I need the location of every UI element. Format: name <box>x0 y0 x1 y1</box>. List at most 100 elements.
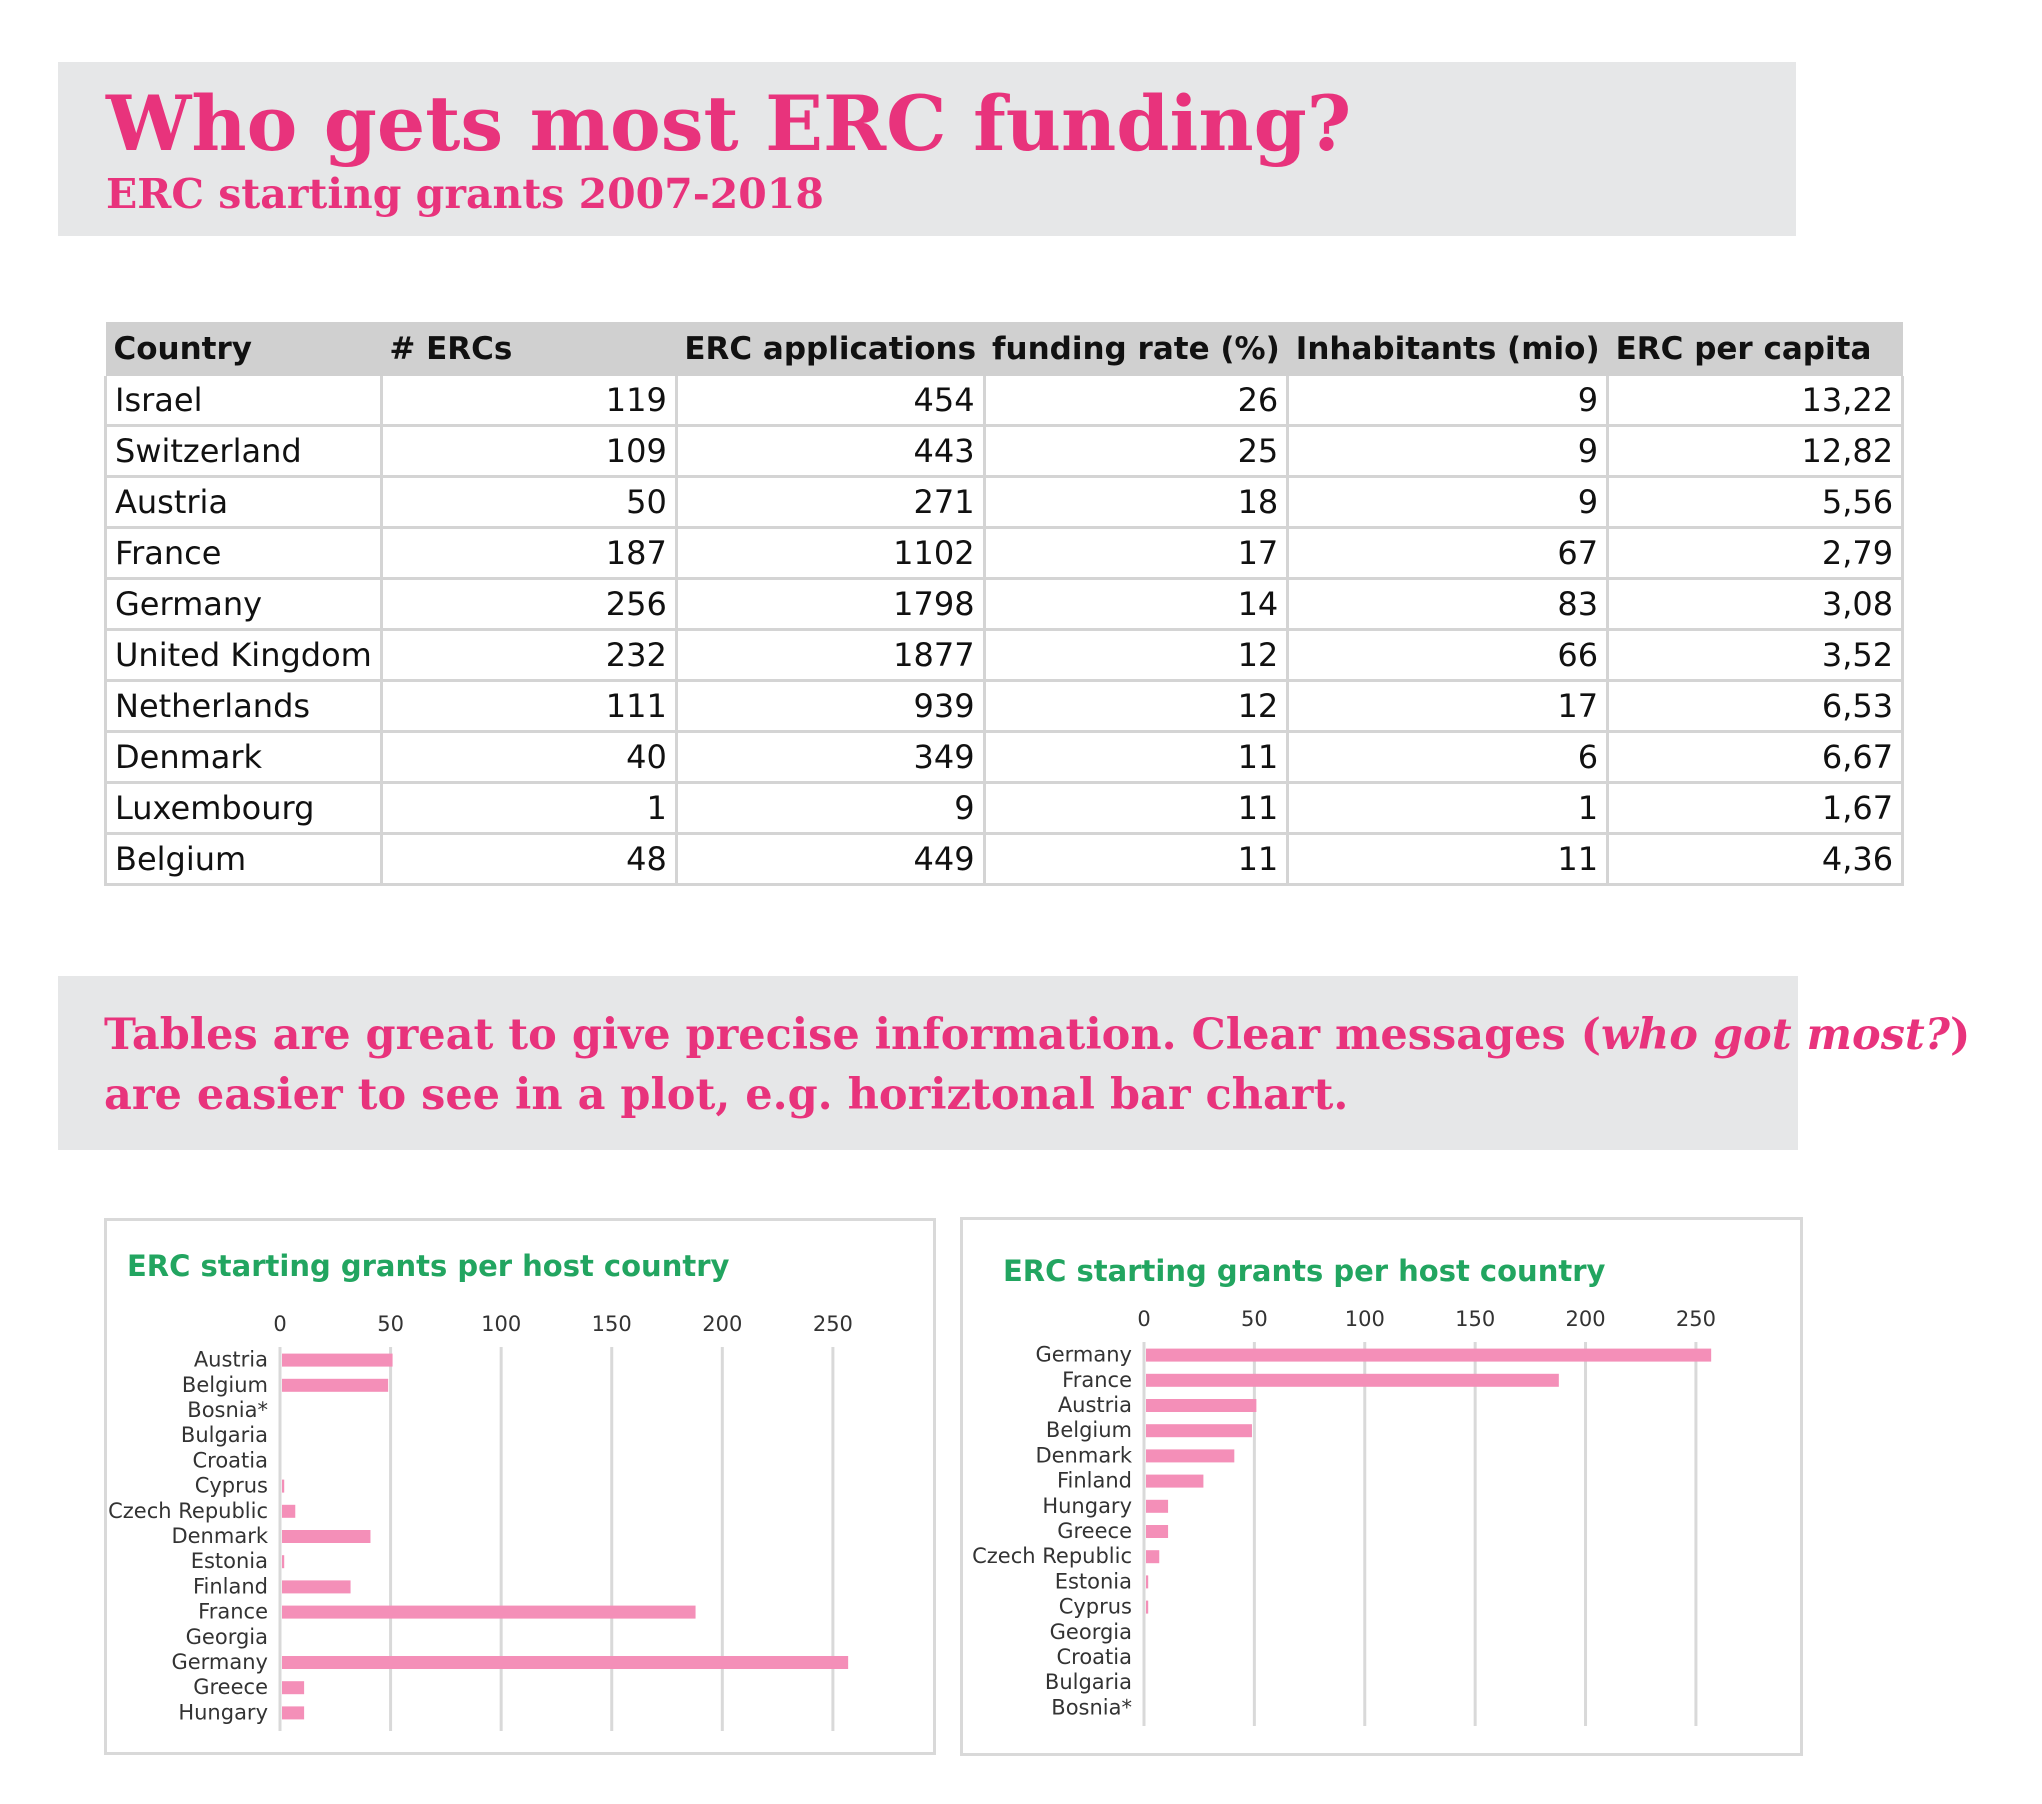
category-label: Finland <box>1057 1469 1132 1493</box>
value-cell: 6,67 <box>1607 731 1905 784</box>
category-label: Croatia <box>193 1448 269 1472</box>
page-subtitle: ERC starting grants 2007-2018 <box>106 170 824 218</box>
value-cell: 9 <box>676 782 986 835</box>
table-row: Denmark 40 349 11 6 6,67 <box>104 731 1905 784</box>
bar <box>1146 1449 1235 1463</box>
chart-sorted: ERC starting grants per host country 0 50… <box>960 1217 1803 1756</box>
bar <box>282 1378 389 1392</box>
category-label: Hungary <box>178 1700 268 1724</box>
page-title: Who gets most ERC funding? <box>106 79 1352 168</box>
value-cell: 256 <box>381 578 678 631</box>
bar <box>1146 1525 1169 1538</box>
value-cell: 25 <box>984 425 1290 478</box>
tick-label: 150 <box>1455 1307 1495 1331</box>
value-cell: 1798 <box>676 578 986 631</box>
value-cell: 111 <box>381 680 678 733</box>
column-header-per-capita: ERC per capita <box>1615 331 1872 367</box>
country-cell: Israel <box>104 376 383 427</box>
bar <box>282 1706 305 1720</box>
category-label: Bosnia* <box>1051 1695 1132 1719</box>
category-label: Estonia <box>1055 1569 1132 1593</box>
bar-chart-sorted: 0 50 100 150 200 250 GermanyFranceAustriaBelgi… <box>972 1307 1716 1726</box>
value-cell: 109 <box>381 425 678 478</box>
bar <box>282 1504 296 1518</box>
value-cell: 349 <box>676 731 986 784</box>
message-line-1: Tables are great to give precise informa… <box>104 1006 1970 1064</box>
value-cell: 1102 <box>676 527 986 580</box>
country-cell: United Kingdom <box>104 629 383 682</box>
title-banner: Who gets most ERC funding? ERC starting … <box>58 62 1796 236</box>
value-cell: 443 <box>676 425 986 478</box>
category-label: Germany <box>1035 1343 1132 1367</box>
bar <box>282 1656 849 1669</box>
tick-label: 0 <box>1137 1307 1150 1331</box>
category-label: Belgium <box>1046 1418 1132 1442</box>
column-header-inhabitants: Inhabitants (mio) <box>1295 331 1600 367</box>
category-label: Belgium <box>182 1373 268 1397</box>
erc-table: Country # ERCs ERC applications funding … <box>104 322 1905 886</box>
table-row: Switzerland 109 443 25 9 12,82 <box>104 425 1905 478</box>
value-cell: 26 <box>984 376 1290 427</box>
table-row: France 187 1102 17 67 2,79 <box>104 527 1905 580</box>
bar <box>1146 1499 1169 1513</box>
value-cell: 48 <box>381 833 678 886</box>
value-cell: 449 <box>676 833 986 886</box>
category-label: Bulgaria <box>181 1423 268 1447</box>
bar <box>282 1555 285 1569</box>
column-header-ercs: # ERCs <box>389 331 513 367</box>
country-cell: Austria <box>104 476 383 529</box>
tick-label: 250 <box>1676 1307 1716 1331</box>
column-header-country: Country <box>113 331 253 367</box>
value-cell: 12,82 <box>1607 425 1905 478</box>
category-label: Finland <box>193 1574 268 1598</box>
bar <box>1146 1373 1559 1387</box>
value-cell: 232 <box>381 629 678 682</box>
country-cell: Luxembourg <box>104 782 383 835</box>
country-cell: Belgium <box>104 833 383 886</box>
tick-label: 250 <box>813 1312 853 1336</box>
value-cell: 6,53 <box>1607 680 1905 733</box>
bar <box>1146 1424 1252 1438</box>
value-cell: 271 <box>676 476 986 529</box>
tick-label: 100 <box>481 1312 521 1336</box>
category-label: Austria <box>194 1348 268 1372</box>
chart-title: ERC starting grants per host country <box>1003 1254 1606 1288</box>
value-cell: 11 <box>984 833 1290 886</box>
value-cell: 1 <box>1287 782 1610 835</box>
country-cell: Germany <box>104 578 383 631</box>
table-body: Israel 119 454 26 9 13,22 Switzerland 109 443 25 9… <box>104 376 1905 886</box>
table-row: Austria 50 271 18 9 5,56 <box>104 476 1905 529</box>
category-label: Hungary <box>1042 1494 1132 1518</box>
value-cell: 3,52 <box>1607 629 1905 682</box>
value-cell: 11 <box>1287 833 1610 886</box>
bar <box>1146 1550 1160 1564</box>
category-label: Greece <box>1057 1519 1132 1543</box>
table-row: Israel 119 454 26 9 13,22 <box>104 376 1905 427</box>
value-cell: 40 <box>381 731 678 784</box>
value-cell: 12 <box>984 629 1290 682</box>
category-label: Croatia <box>1057 1645 1133 1669</box>
bar <box>1146 1600 1149 1614</box>
bar <box>1146 1399 1257 1412</box>
value-cell: 50 <box>381 476 678 529</box>
tick-label: 50 <box>1241 1307 1268 1331</box>
message-text-end: ) <box>1950 1010 1971 1060</box>
value-cell: 12 <box>984 680 1290 733</box>
value-cell: 14 <box>984 578 1290 631</box>
tick-label: 0 <box>273 1312 286 1336</box>
value-cell: 11 <box>984 782 1290 835</box>
value-cell: 9 <box>1287 476 1610 529</box>
value-cell: 9 <box>1287 425 1610 478</box>
value-cell: 1,67 <box>1607 782 1905 835</box>
country-cell: Switzerland <box>104 425 383 478</box>
value-cell: 9 <box>1287 376 1610 427</box>
category-label: France <box>1062 1368 1132 1392</box>
category-label: Greece <box>193 1675 268 1699</box>
table-row: Luxembourg 1 9 11 1 1,67 <box>104 782 1905 835</box>
country-cell: Denmark <box>104 731 383 784</box>
column-header-funding-rate: funding rate (%) <box>992 331 1280 367</box>
value-cell: 1877 <box>676 629 986 682</box>
message-line-2: are easier to see in a plot, e.g. horizt… <box>104 1070 1349 1120</box>
chart-title: ERC starting grants per host country <box>127 1249 730 1283</box>
category-label: Austria <box>1058 1393 1132 1417</box>
